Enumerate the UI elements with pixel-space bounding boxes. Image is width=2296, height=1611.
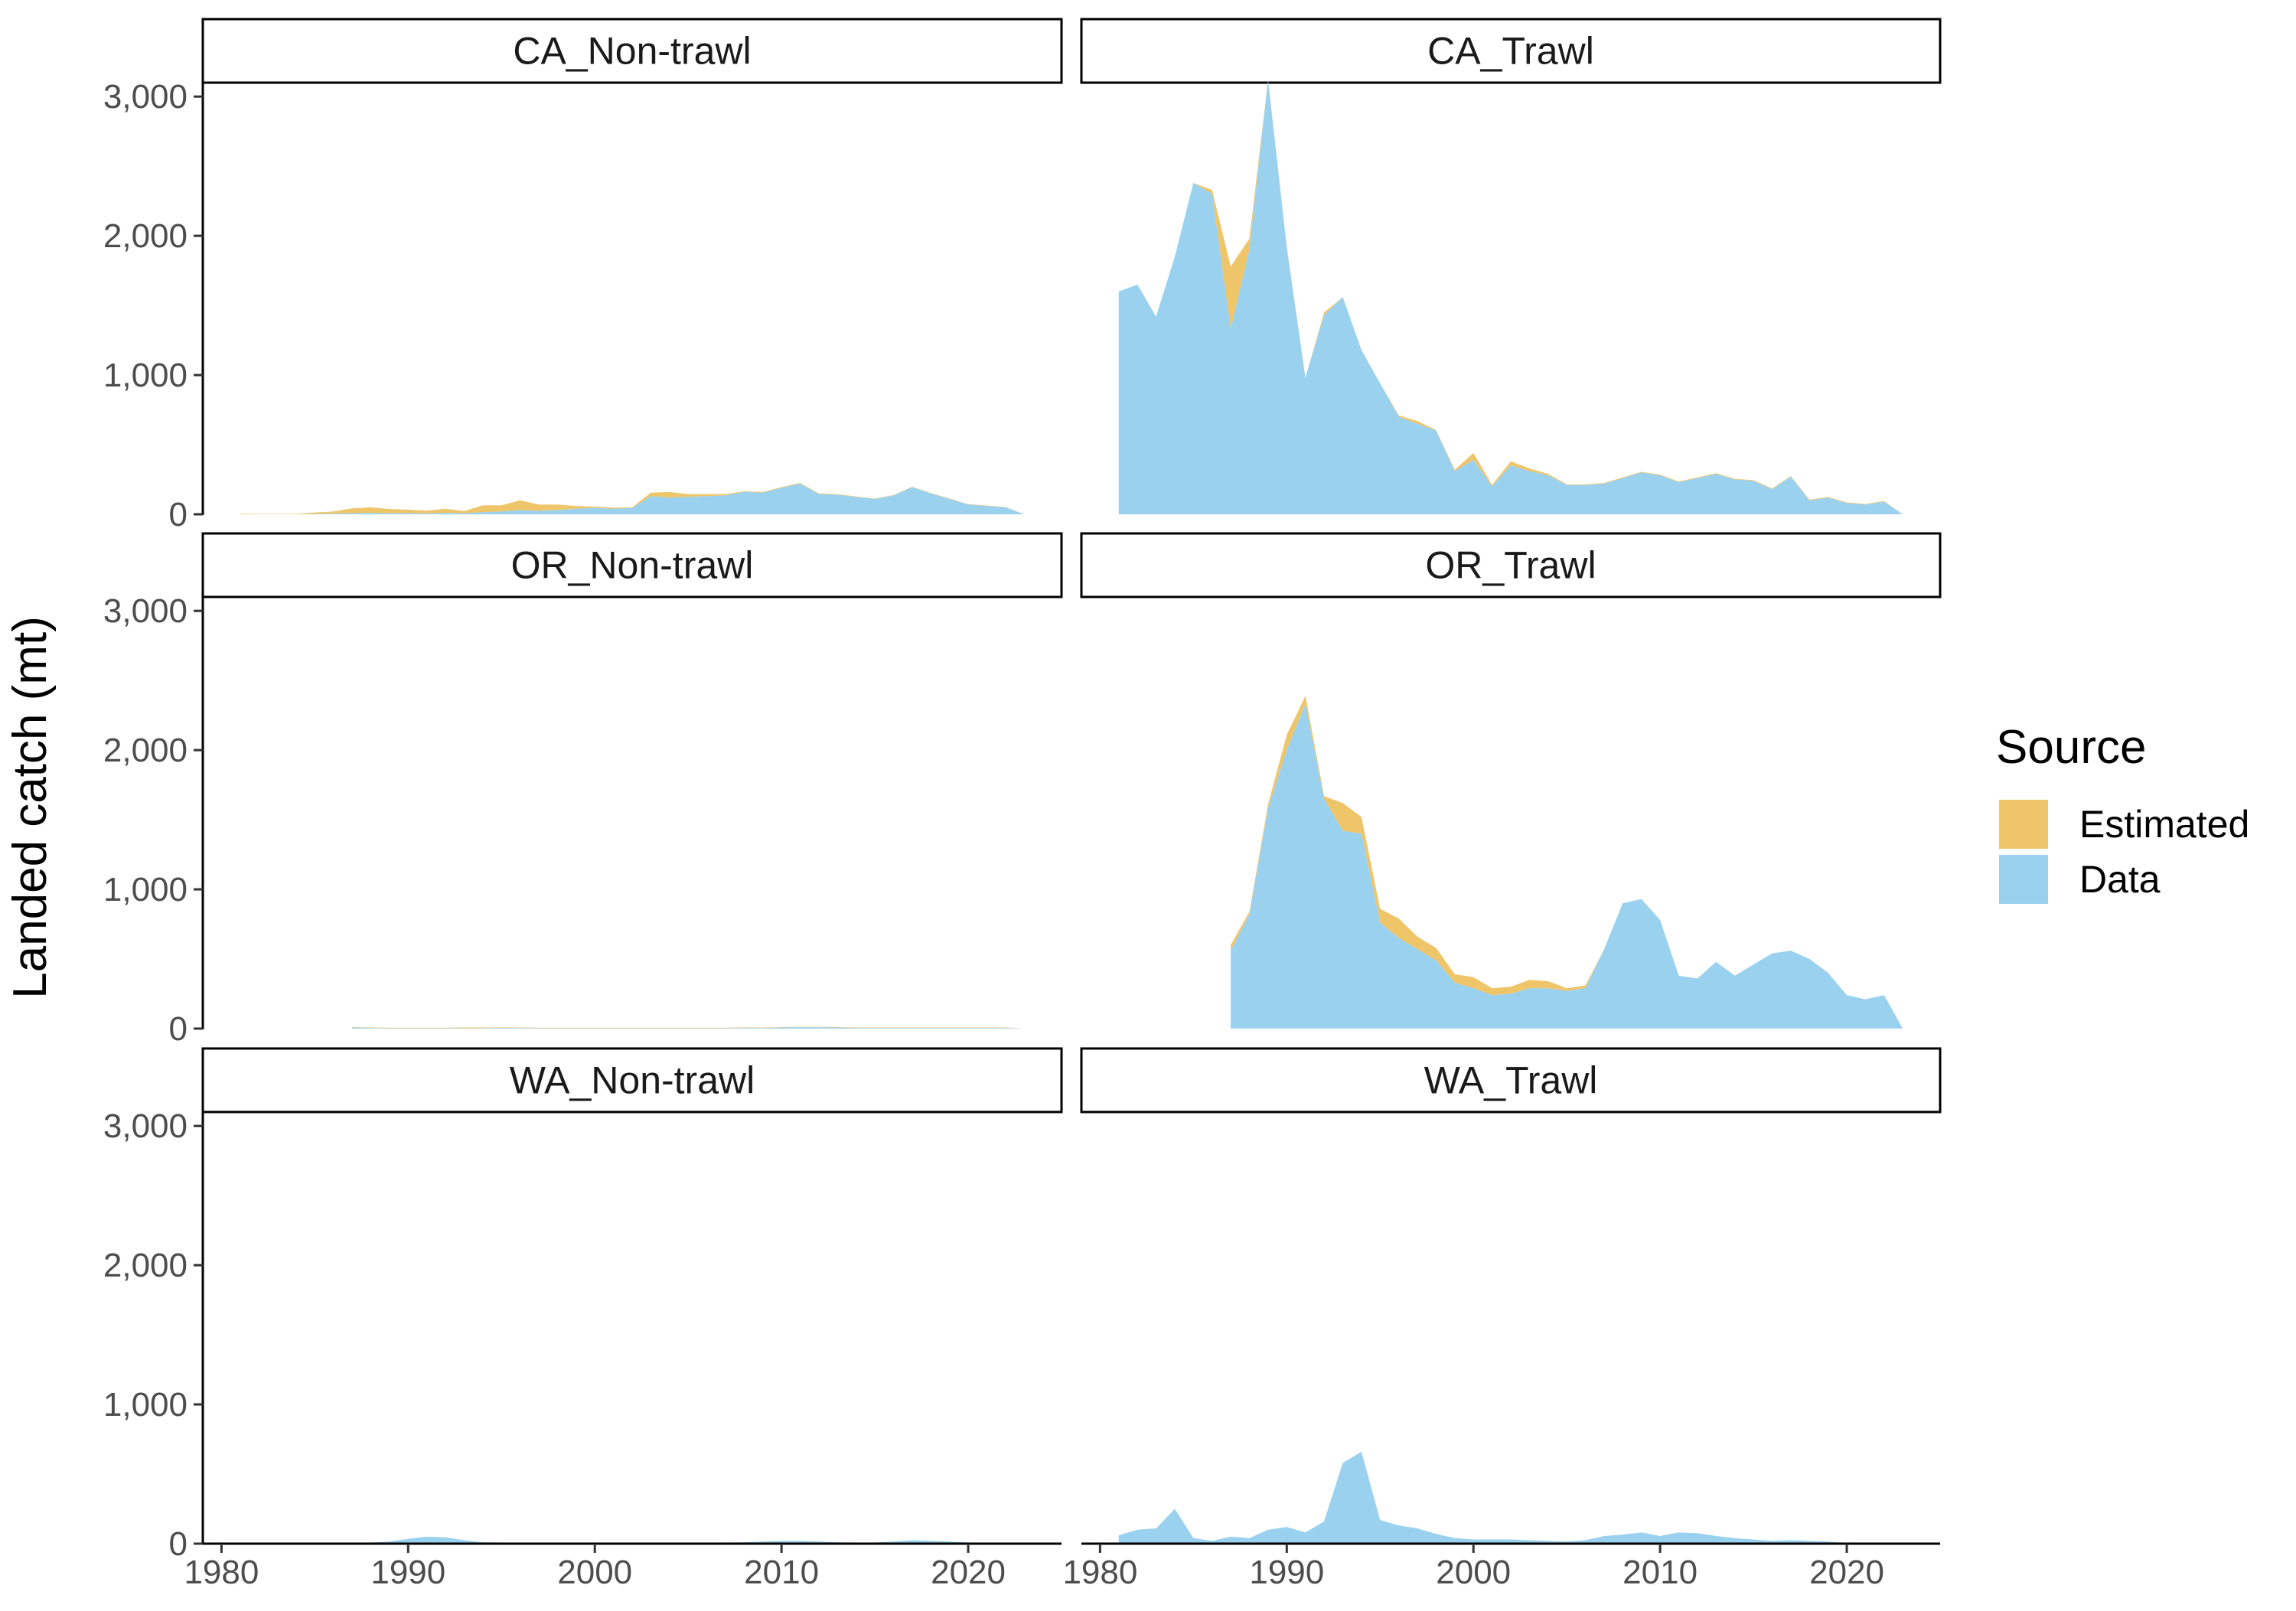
panel-strip-box bbox=[201, 532, 1063, 598]
y-tick-label: 2,000 bbox=[103, 217, 188, 255]
panel-CA_Trawl: CA_Trawl bbox=[1080, 18, 1942, 514]
y-tick-label: 1,000 bbox=[103, 871, 188, 908]
area-data bbox=[240, 484, 1025, 514]
x-tick-label: 1990 bbox=[370, 1554, 445, 1591]
y-axis-title: Landed catch (mt) bbox=[4, 616, 57, 999]
y-tick-label: 3,000 bbox=[103, 78, 188, 116]
area-data bbox=[352, 1027, 1025, 1029]
panels: CA_Non-trawl 0 1,000 2,000 3,000 CA_Trawl OR_N… bbox=[103, 18, 1942, 1591]
y-tick-label: 0 bbox=[169, 496, 188, 533]
panel-strip-box bbox=[201, 18, 1063, 84]
y-tick-label: 3,000 bbox=[103, 592, 188, 630]
x-tick-label: 2010 bbox=[1623, 1554, 1698, 1591]
x-tick-label: 2020 bbox=[1809, 1554, 1884, 1591]
y-tick-label: 2,000 bbox=[103, 1247, 188, 1284]
legend: Source Estimated Data bbox=[1996, 721, 2249, 904]
legend-label: Data bbox=[2079, 858, 2161, 901]
panel-strip-box bbox=[1080, 532, 1942, 598]
panel-strip-label: WA_Trawl bbox=[1424, 1059, 1598, 1102]
panel-strip-box bbox=[1080, 1047, 1942, 1114]
panel-strip-label: WA_Non-trawl bbox=[510, 1059, 755, 1102]
legend-key bbox=[1999, 855, 2048, 904]
panel-strip-label: OR_Trawl bbox=[1425, 544, 1596, 587]
panel-strip-box bbox=[1080, 18, 1942, 84]
y-tick-label: 0 bbox=[169, 1525, 188, 1563]
panel-OR_Trawl: OR_Trawl bbox=[1080, 532, 1942, 1029]
y-tick-label: 2,000 bbox=[103, 732, 188, 769]
panel-WA_Non-trawl: WA_Non-trawl 0 1,000 2,000 3,000 1980 1990 2000… bbox=[103, 1047, 1063, 1591]
x-tick-label: 2010 bbox=[744, 1554, 819, 1591]
y-tick-label: 0 bbox=[169, 1010, 188, 1048]
area-data bbox=[1118, 80, 1903, 514]
panel-strip-box bbox=[201, 1047, 1063, 1114]
panel-strip-label: CA_Trawl bbox=[1427, 30, 1594, 73]
panel-strip-label: CA_Non-trawl bbox=[513, 30, 751, 73]
y-tick-label: 1,000 bbox=[103, 1386, 188, 1423]
panel-CA_Non-trawl: CA_Non-trawl 0 1,000 2,000 3,000 bbox=[103, 18, 1063, 533]
panel-OR_Non-trawl: OR_Non-trawl 0 1,000 2,000 3,000 bbox=[103, 532, 1063, 1048]
x-tick-label: 2000 bbox=[557, 1554, 632, 1591]
area-data bbox=[240, 1536, 1025, 1544]
area-estimated bbox=[352, 1026, 1025, 1029]
area-data bbox=[1231, 704, 1903, 1029]
x-tick-label: 1980 bbox=[1062, 1554, 1137, 1591]
x-tick-label: 2020 bbox=[931, 1554, 1006, 1591]
y-tick-label: 1,000 bbox=[103, 357, 188, 394]
x-tick-label: 2000 bbox=[1436, 1554, 1511, 1591]
x-tick-label: 1980 bbox=[184, 1554, 259, 1591]
x-tick-label: 1990 bbox=[1249, 1554, 1324, 1591]
legend-title: Source bbox=[1996, 721, 2146, 774]
panel-WA_Trawl: WA_Trawl 1980 1990 2000 2010 2020 bbox=[1062, 1047, 1942, 1591]
panel-strip-label: OR_Non-trawl bbox=[511, 544, 754, 587]
y-tick-label: 3,000 bbox=[103, 1107, 188, 1145]
legend-key bbox=[1999, 800, 2048, 849]
legend-label: Estimated bbox=[2079, 803, 2249, 846]
